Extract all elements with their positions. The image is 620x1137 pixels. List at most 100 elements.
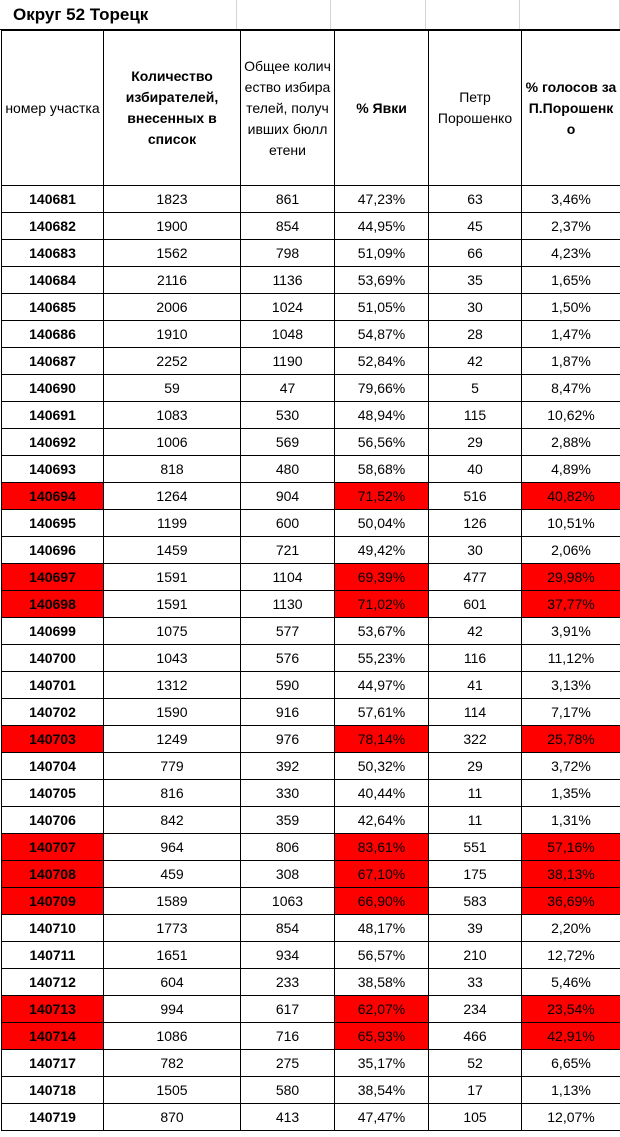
cell-ballots[interactable]: 233 bbox=[240, 968, 335, 996]
cell-turnout[interactable]: 42,64% bbox=[334, 806, 429, 834]
cell-poroshenko[interactable]: 466 bbox=[428, 1022, 522, 1050]
cell-ballots[interactable]: 1048 bbox=[240, 320, 335, 348]
cell-ballots[interactable]: 916 bbox=[240, 698, 335, 726]
cell-poroshenko[interactable]: 17 bbox=[428, 1076, 522, 1104]
cell-poroshenko[interactable]: 30 bbox=[428, 536, 522, 564]
cell-pct[interactable]: 1,50% bbox=[521, 293, 620, 321]
cell-voters[interactable]: 782 bbox=[103, 1049, 241, 1077]
cell-station[interactable]: 140700 bbox=[1, 644, 104, 672]
cell-poroshenko[interactable]: 35 bbox=[428, 266, 522, 294]
cell-pct[interactable]: 29,98% bbox=[521, 563, 620, 591]
cell-ballots[interactable]: 580 bbox=[240, 1076, 335, 1104]
cell-pct[interactable]: 2,88% bbox=[521, 428, 620, 456]
cell-ballots[interactable]: 976 bbox=[240, 725, 335, 753]
cell-poroshenko[interactable]: 33 bbox=[428, 968, 522, 996]
cell-poroshenko[interactable]: 63 bbox=[428, 185, 522, 213]
cell-station[interactable]: 140701 bbox=[1, 671, 104, 699]
cell-turnout[interactable]: 69,39% bbox=[334, 563, 429, 591]
cell-ballots[interactable]: 359 bbox=[240, 806, 335, 834]
cell-station[interactable]: 140684 bbox=[1, 266, 104, 294]
cell-ballots[interactable]: 1104 bbox=[240, 563, 335, 591]
cell-ballots[interactable]: 721 bbox=[240, 536, 335, 564]
cell-ballots[interactable]: 1190 bbox=[240, 347, 335, 375]
cell-station[interactable]: 140711 bbox=[1, 941, 104, 969]
cell-voters[interactable]: 1505 bbox=[103, 1076, 241, 1104]
header-station[interactable]: номер участка bbox=[1, 30, 104, 186]
cell-voters[interactable]: 1083 bbox=[103, 401, 241, 429]
header-pct[interactable]: % голосов за П.Порошенко bbox=[521, 30, 620, 186]
cell-pct[interactable]: 12,72% bbox=[521, 941, 620, 969]
cell-turnout[interactable]: 78,14% bbox=[334, 725, 429, 753]
cell-pct[interactable]: 40,82% bbox=[521, 482, 620, 510]
cell-station[interactable]: 140705 bbox=[1, 779, 104, 807]
cell-station[interactable]: 140717 bbox=[1, 1049, 104, 1077]
cell-turnout[interactable]: 57,61% bbox=[334, 698, 429, 726]
cell-ballots[interactable]: 47 bbox=[240, 374, 335, 402]
cell-voters[interactable]: 1823 bbox=[103, 185, 241, 213]
header-poroshenko[interactable]: Петр Порошенко bbox=[428, 30, 522, 186]
cell-station[interactable]: 140719 bbox=[1, 1103, 104, 1131]
cell-pct[interactable]: 10,62% bbox=[521, 401, 620, 429]
cell-station[interactable]: 140702 bbox=[1, 698, 104, 726]
cell-station[interactable]: 140713 bbox=[1, 995, 104, 1023]
cell-station[interactable]: 140694 bbox=[1, 482, 104, 510]
cell-pct[interactable]: 23,54% bbox=[521, 995, 620, 1023]
cell-ballots[interactable]: 577 bbox=[240, 617, 335, 645]
cell-ballots[interactable]: 798 bbox=[240, 239, 335, 267]
cell-ballots[interactable]: 1130 bbox=[240, 590, 335, 618]
cell-pct[interactable]: 42,91% bbox=[521, 1022, 620, 1050]
cell-poroshenko[interactable]: 477 bbox=[428, 563, 522, 591]
cell-ballots[interactable]: 904 bbox=[240, 482, 335, 510]
cell-pct[interactable]: 37,77% bbox=[521, 590, 620, 618]
cell-poroshenko[interactable]: 66 bbox=[428, 239, 522, 267]
cell-voters[interactable]: 1264 bbox=[103, 482, 241, 510]
cell-voters[interactable]: 604 bbox=[103, 968, 241, 996]
cell-station[interactable]: 140682 bbox=[1, 212, 104, 240]
cell-turnout[interactable]: 48,94% bbox=[334, 401, 429, 429]
cell-ballots[interactable]: 806 bbox=[240, 833, 335, 861]
cell-pct[interactable]: 2,20% bbox=[521, 914, 620, 942]
cell-ballots[interactable]: 392 bbox=[240, 752, 335, 780]
cell-poroshenko[interactable]: 11 bbox=[428, 779, 522, 807]
cell-voters[interactable]: 1590 bbox=[103, 698, 241, 726]
cell-pct[interactable]: 4,89% bbox=[521, 455, 620, 483]
cell-poroshenko[interactable]: 234 bbox=[428, 995, 522, 1023]
cell-ballots[interactable]: 530 bbox=[240, 401, 335, 429]
cell-turnout[interactable]: 38,54% bbox=[334, 1076, 429, 1104]
cell-station[interactable]: 140706 bbox=[1, 806, 104, 834]
cell-turnout[interactable]: 50,04% bbox=[334, 509, 429, 537]
cell-ballots[interactable]: 590 bbox=[240, 671, 335, 699]
cell-station[interactable]: 140693 bbox=[1, 455, 104, 483]
cell-turnout[interactable]: 53,69% bbox=[334, 266, 429, 294]
cell-poroshenko[interactable]: 29 bbox=[428, 752, 522, 780]
cell-voters[interactable]: 1249 bbox=[103, 725, 241, 753]
cell-voters[interactable]: 816 bbox=[103, 779, 241, 807]
cell-pct[interactable]: 2,37% bbox=[521, 212, 620, 240]
cell-voters[interactable]: 1900 bbox=[103, 212, 241, 240]
cell-pct[interactable]: 10,51% bbox=[521, 509, 620, 537]
cell-turnout[interactable]: 40,44% bbox=[334, 779, 429, 807]
cell-pct[interactable]: 7,17% bbox=[521, 698, 620, 726]
cell-voters[interactable]: 1773 bbox=[103, 914, 241, 942]
cell-turnout[interactable]: 50,32% bbox=[334, 752, 429, 780]
cell-ballots[interactable]: 1024 bbox=[240, 293, 335, 321]
cell-turnout[interactable]: 44,97% bbox=[334, 671, 429, 699]
cell-poroshenko[interactable]: 39 bbox=[428, 914, 522, 942]
cell-station[interactable]: 140703 bbox=[1, 725, 104, 753]
cell-pct[interactable]: 3,72% bbox=[521, 752, 620, 780]
cell-ballots[interactable]: 854 bbox=[240, 212, 335, 240]
cell-poroshenko[interactable]: 551 bbox=[428, 833, 522, 861]
cell-poroshenko[interactable]: 601 bbox=[428, 590, 522, 618]
cell-poroshenko[interactable]: 28 bbox=[428, 320, 522, 348]
cell-voters[interactable]: 1043 bbox=[103, 644, 241, 672]
cell-pct[interactable]: 1,87% bbox=[521, 347, 620, 375]
cell-station[interactable]: 140699 bbox=[1, 617, 104, 645]
cell-ballots[interactable]: 617 bbox=[240, 995, 335, 1023]
cell-turnout[interactable]: 83,61% bbox=[334, 833, 429, 861]
cell-turnout[interactable]: 56,57% bbox=[334, 941, 429, 969]
cell-voters[interactable]: 1459 bbox=[103, 536, 241, 564]
cell-poroshenko[interactable]: 322 bbox=[428, 725, 522, 753]
cell-voters[interactable]: 870 bbox=[103, 1103, 241, 1131]
cell-pct[interactable]: 5,46% bbox=[521, 968, 620, 996]
cell-voters[interactable]: 1591 bbox=[103, 590, 241, 618]
